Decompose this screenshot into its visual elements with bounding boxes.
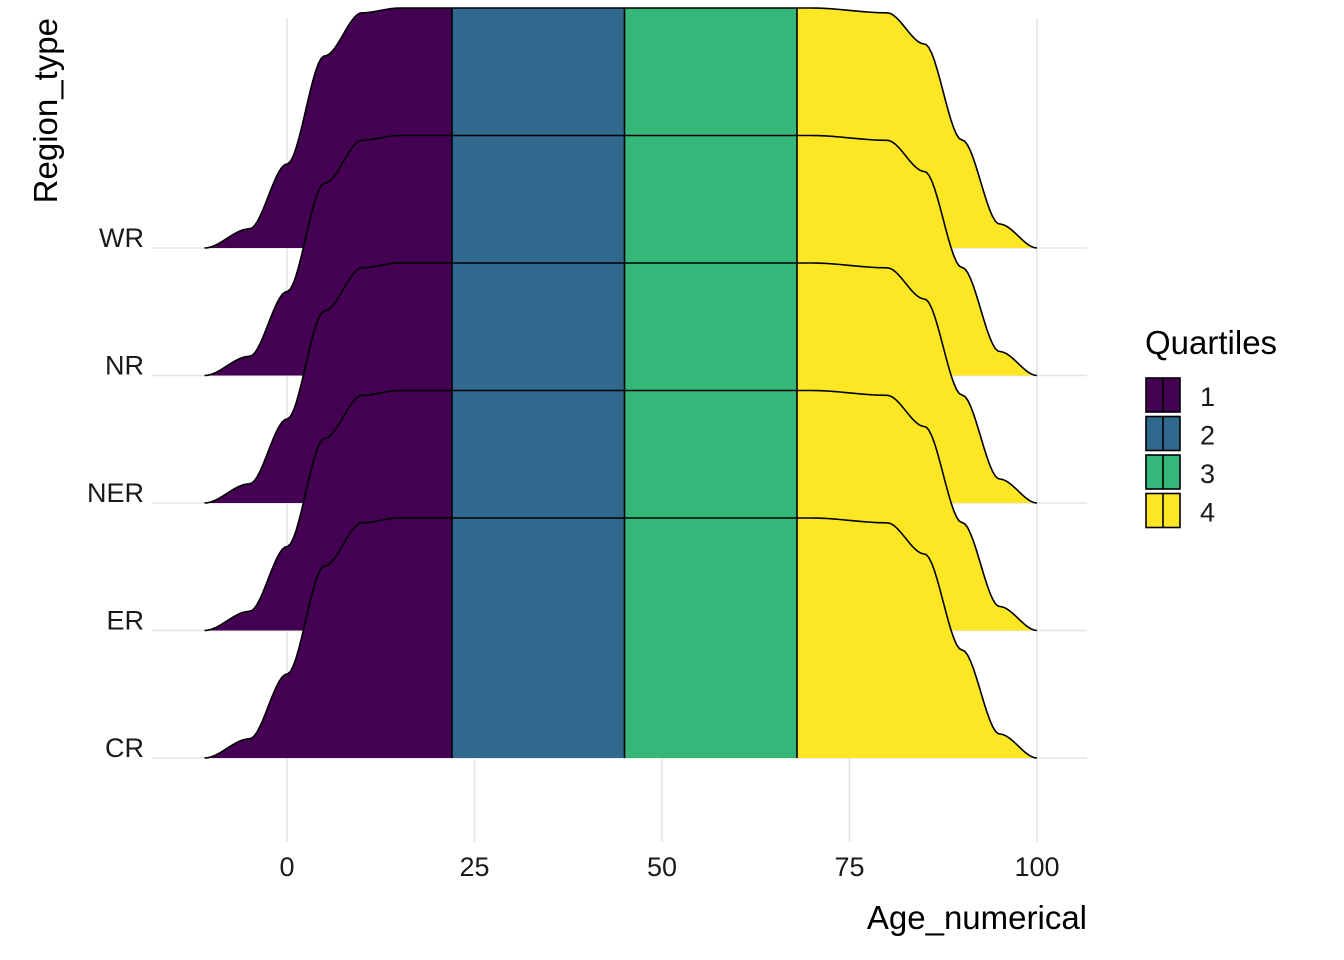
x-tick-label: 25 (459, 852, 489, 882)
ridges (204, 7, 1038, 759)
density-outline (204, 517, 1038, 759)
legend-label: 1 (1200, 382, 1215, 412)
legend-item: 1 (1145, 377, 1215, 413)
x-tick-label: 75 (834, 852, 864, 882)
quartile-1-area (204, 518, 452, 758)
quartile-4-area (797, 518, 1037, 758)
legend-label: 4 (1200, 498, 1215, 528)
density-outline (204, 134, 1038, 377)
legend-item: 2 (1145, 415, 1215, 452)
legend: Quartiles 1 2 3 4 (1145, 324, 1277, 529)
y-tick-label: CR (105, 733, 144, 763)
y-axis-title: Region_type (27, 18, 64, 203)
y-tick-label: NER (87, 478, 144, 508)
quartile-2-area (452, 518, 625, 758)
y-tick-label: NR (105, 351, 144, 381)
quartile-3-area (624, 518, 797, 758)
y-tick-label: ER (106, 606, 144, 636)
density-outline (204, 389, 1038, 632)
legend-label: 3 (1200, 459, 1215, 489)
y-tick-label: WR (99, 223, 144, 253)
legend-item: 3 (1145, 454, 1215, 490)
y-axis-ticks: CR ER NER NR WR (87, 223, 144, 763)
x-axis-ticks: 0 25 50 75 100 (279, 852, 1059, 882)
x-tick-label: 0 (279, 852, 294, 882)
ridge-cr (204, 517, 1038, 759)
density-outline (204, 262, 1038, 504)
x-axis-title: Age_numerical (867, 899, 1087, 936)
density-outline (204, 7, 1038, 249)
legend-label: 2 (1200, 421, 1215, 451)
x-tick-label: 100 (1014, 852, 1059, 882)
legend-item: 4 (1145, 492, 1215, 529)
legend-title: Quartiles (1145, 324, 1277, 361)
x-tick-label: 50 (647, 852, 677, 882)
